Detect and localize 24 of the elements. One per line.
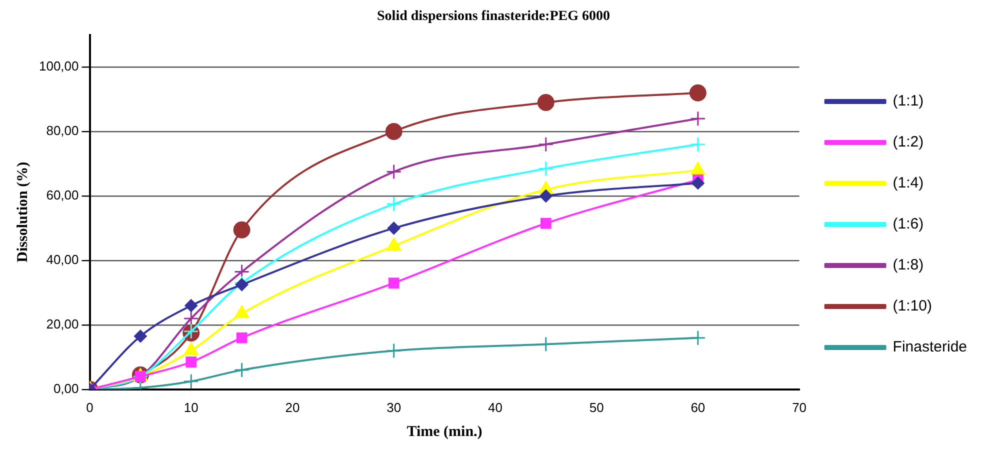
y-tick-label: 20,00	[46, 316, 79, 332]
legend-label: (1:8)	[892, 256, 924, 274]
x-tick-label: 0	[86, 400, 94, 415]
legend-label: (1:10)	[892, 298, 932, 315]
x-tick-label: 70	[792, 400, 807, 415]
x-tick-label: 50	[589, 400, 604, 415]
y-tick-label: 100,00	[38, 58, 79, 74]
y-tick-label: 60,00	[46, 188, 79, 203]
y-tick-label: 80,00	[46, 123, 79, 138]
x-tick-label: 40	[488, 400, 502, 415]
legend-label: Finasteride	[892, 338, 967, 356]
legend-label: (1:2)	[892, 134, 924, 151]
legend-label: (1:1)	[892, 92, 924, 110]
x-tick-label: 30	[386, 400, 402, 415]
y-tick-label: 0,00	[53, 380, 79, 396]
chart-title: Solid dispersions finasteride:PEG 6000	[377, 9, 610, 24]
x-tick-label: 10	[184, 400, 198, 415]
y-axis-title: Dissolution (%)	[14, 162, 31, 262]
legend-label: (1:4)	[892, 174, 924, 192]
x-tick-label: 60	[690, 400, 706, 415]
x-tick-label: 20	[285, 400, 300, 415]
x-axis-title: Time (min.)	[406, 424, 482, 440]
legend-label: (1:6)	[892, 216, 924, 233]
y-tick-label: 40,00	[46, 252, 79, 268]
